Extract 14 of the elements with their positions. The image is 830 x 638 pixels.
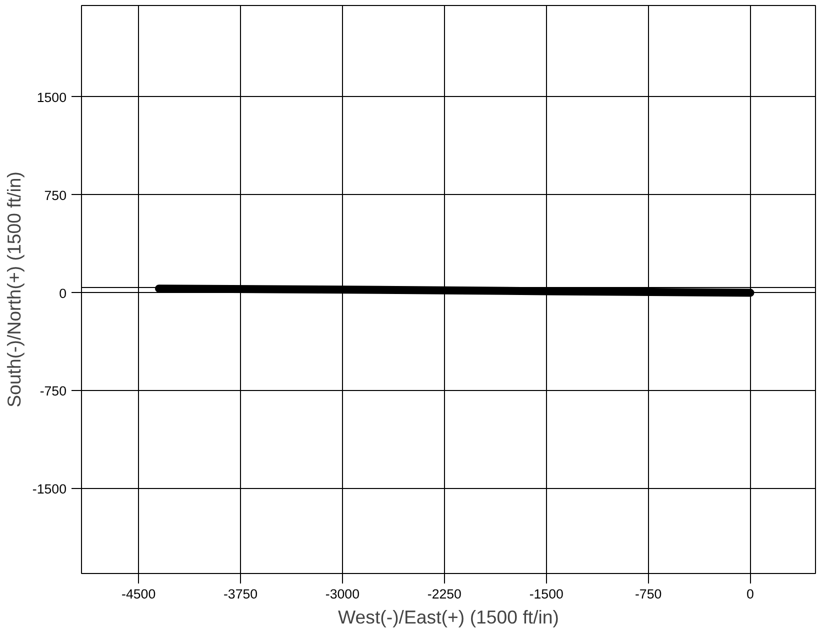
x-tick-label: 0 <box>746 586 754 602</box>
x-tick-label: -750 <box>634 586 662 602</box>
x-tick-label: -3750 <box>223 586 258 602</box>
y-tick-label: -750 <box>40 384 67 399</box>
x-axis-title: West(-)/East(+) (1500 ft/in) <box>338 606 559 628</box>
y-tick-label: 0 <box>59 286 67 301</box>
x-tick-label: -2250 <box>427 586 462 602</box>
y-tick-label: 750 <box>44 188 67 203</box>
y-axis-title: South(-)/North(+) (1500 ft/in) <box>3 172 24 408</box>
x-tick-label: -1500 <box>529 586 564 602</box>
x-tick-label: -4500 <box>122 586 156 602</box>
y-tick-label: -1500 <box>32 482 67 497</box>
x-tick-label: -3000 <box>325 586 360 602</box>
y-tick-label: 1500 <box>36 90 67 105</box>
